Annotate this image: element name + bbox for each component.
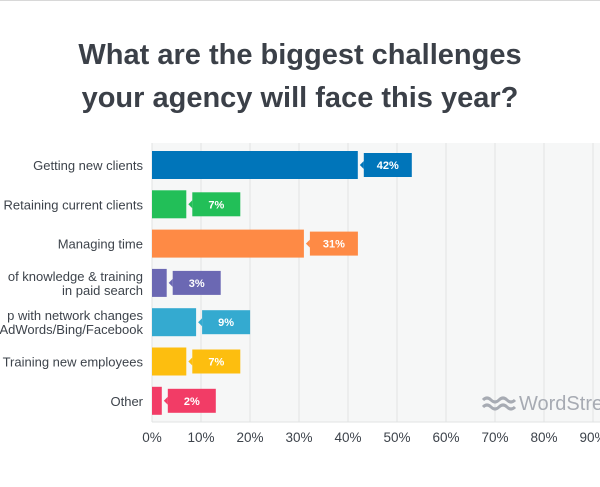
data-label-box — [309, 231, 358, 256]
x-tick-label: 10% — [187, 430, 214, 445]
top-divider — [0, 0, 600, 1]
x-tick-label: 70% — [481, 430, 508, 445]
data-label-box — [202, 310, 251, 335]
x-tick-label: 60% — [432, 430, 459, 445]
data-label-box — [192, 349, 241, 374]
bar — [152, 347, 187, 376]
data-label: 7% — [208, 199, 224, 211]
category-label: Training new employees — [3, 355, 144, 370]
data-label-pointer — [198, 318, 203, 327]
data-label-box — [363, 153, 412, 177]
wordstream-logo — [481, 396, 517, 411]
x-tick-label: 20% — [236, 430, 263, 445]
data-label-pointer — [188, 200, 193, 209]
data-label-pointer — [305, 239, 310, 248]
plot-area — [152, 143, 600, 422]
x-tick-label: 0% — [142, 430, 162, 445]
category-label: of knowledge & training — [8, 269, 143, 284]
x-tick-label: 90% — [579, 430, 600, 445]
x-tick-label: 30% — [285, 430, 312, 445]
x-tick-label: 50% — [383, 430, 410, 445]
data-label-box — [167, 388, 216, 413]
category-label: p with network changes — [7, 308, 143, 323]
data-label: 2% — [184, 396, 200, 408]
data-label: 42% — [377, 160, 399, 172]
data-label-pointer — [163, 396, 168, 405]
category-label: Getting new clients — [33, 158, 143, 173]
data-label: 7% — [208, 357, 224, 369]
category-label: Managing time — [58, 237, 143, 252]
category-label: Other — [110, 394, 143, 409]
bar — [152, 151, 358, 179]
x-tick-label: 80% — [530, 430, 557, 445]
data-label: 3% — [189, 278, 205, 290]
category-label: Retaining current clients — [4, 197, 144, 212]
wave-icon — [481, 396, 517, 404]
bar — [152, 308, 197, 337]
data-label-box — [172, 270, 221, 295]
x-tick-label: 40% — [334, 430, 361, 445]
chart-title-line-1: What are the biggest challenges — [78, 39, 522, 71]
category-label: in paid search — [62, 283, 143, 298]
data-label-box — [192, 192, 241, 217]
logo-text: WordStre — [519, 393, 600, 415]
bar — [152, 268, 167, 297]
wave-icon — [481, 403, 517, 411]
data-label: 9% — [218, 317, 234, 329]
data-label: 31% — [323, 239, 345, 251]
data-label-pointer — [188, 357, 193, 366]
bar — [152, 190, 187, 219]
category-label: AdWords/Bing/Facebook — [0, 322, 143, 337]
chart-title-line-2: your agency will face this year? — [81, 82, 519, 114]
data-label-pointer — [359, 161, 364, 169]
bar — [152, 229, 304, 258]
bar — [152, 386, 162, 415]
data-label-pointer — [168, 278, 173, 287]
